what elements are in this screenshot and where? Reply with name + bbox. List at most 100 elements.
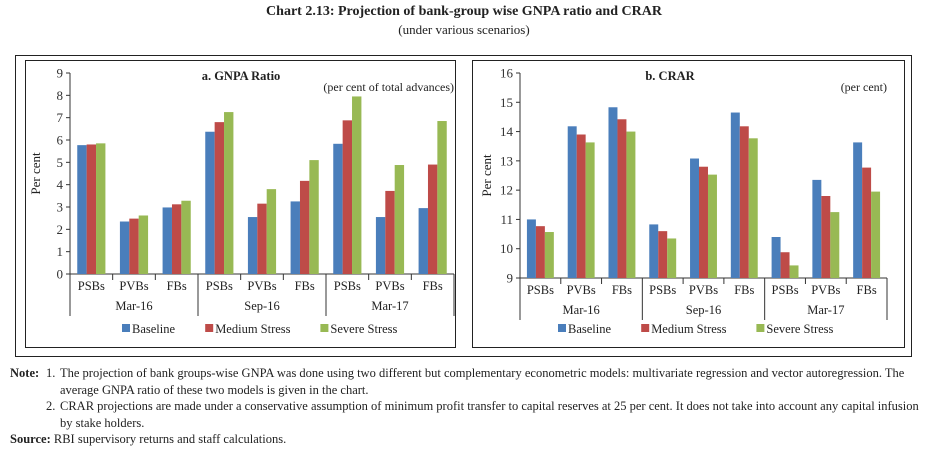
bar-baseline xyxy=(375,217,386,274)
x-tick-label: PVBs xyxy=(567,283,596,297)
note-text: CRAR projections are made under a conser… xyxy=(60,399,919,430)
bar-severe-stress xyxy=(266,189,277,274)
source-text: RBI supervisory returns and staff calcul… xyxy=(53,432,287,446)
bar-baseline xyxy=(567,126,577,278)
bar-severe-stress xyxy=(789,265,799,278)
x-tick-label: FBs xyxy=(857,283,877,297)
bar-baseline xyxy=(853,142,863,278)
bar-medium-stress xyxy=(658,231,668,278)
note-text: The projection of bank groups-wise GNPA … xyxy=(60,366,905,397)
y-tick-label: 8 xyxy=(57,88,64,103)
bar-baseline xyxy=(77,145,87,274)
bar-medium-stress xyxy=(385,190,395,274)
bar-severe-stress xyxy=(352,96,362,274)
bar-severe-stress xyxy=(585,142,595,278)
y-tick-label: 6 xyxy=(57,133,64,148)
note-label: Note: xyxy=(10,366,40,380)
bar-medium-stress xyxy=(699,166,708,278)
bar-severe-stress xyxy=(138,215,149,274)
y-tick-label: 10 xyxy=(500,241,513,256)
gnpa-chart-panel: a. GNPA Ratio (per cent of total advances… xyxy=(25,60,456,348)
y-tick-label: 3 xyxy=(57,200,64,215)
y-tick-label: 1 xyxy=(57,244,64,259)
bar-medium-stress xyxy=(129,218,139,274)
bar-severe-stress xyxy=(224,112,234,274)
y-tick-label: 9 xyxy=(507,271,514,286)
bar-baseline xyxy=(812,179,822,278)
legend-swatch-severe-stress xyxy=(320,324,329,332)
crar-chart-panel: b. CRAR (per cent) Per cent 9 10 11 12 13 14 15 16… xyxy=(472,60,905,348)
source-line: Source: RBI supervisory returns and staf… xyxy=(10,431,920,448)
bar-baseline xyxy=(526,219,536,278)
panel-title: a. GNPA Ratio xyxy=(202,69,281,83)
y-tick-label: 15 xyxy=(500,95,513,110)
y-tick-label: 11 xyxy=(500,212,513,227)
bar-severe-stress xyxy=(394,165,405,274)
x-tick-label: FBs xyxy=(167,279,187,293)
x-tick-label: PVBs xyxy=(375,279,404,293)
legend-swatch-baseline xyxy=(558,324,566,332)
note-item: 2. CRAR projections are made under a con… xyxy=(46,398,920,431)
y-tick-label: 5 xyxy=(57,155,64,170)
bar-baseline xyxy=(247,217,258,274)
bar-baseline xyxy=(608,107,618,278)
unit-note: (per cent) xyxy=(841,80,887,94)
bar-medium-stress xyxy=(535,226,545,278)
bar-medium-stress xyxy=(342,120,353,274)
notes-section: Note: 1. The projection of bank groups-w… xyxy=(10,365,920,448)
x-tick-label: PVBs xyxy=(119,279,148,293)
bar-severe-stress xyxy=(667,238,677,278)
x-tick-label: PSBs xyxy=(772,283,799,297)
legend-swatch-medium-stress xyxy=(641,324,650,332)
x-tick-label: PVBs xyxy=(811,283,840,297)
x-tick-label: PSBs xyxy=(78,279,105,293)
note-number: 1. xyxy=(46,366,56,380)
bar-severe-stress xyxy=(830,212,840,278)
bar-medium-stress xyxy=(427,164,438,274)
x-tick-label: PSBs xyxy=(206,279,233,293)
group-label: Mar-16 xyxy=(563,303,600,317)
bar-baseline xyxy=(771,237,781,278)
gnpa-chart: a. GNPA Ratio (per cent of total advances… xyxy=(28,66,455,336)
bar-baseline xyxy=(730,112,740,279)
x-tick-label: FBs xyxy=(423,279,443,293)
bar-medium-stress xyxy=(214,122,225,274)
legend-label: Baseline xyxy=(568,322,611,336)
bar-baseline xyxy=(162,207,172,274)
y-tick-label: 16 xyxy=(500,66,514,81)
chart-title: Chart 2.13: Projection of bank-group wis… xyxy=(266,4,662,19)
bar-medium-stress xyxy=(862,167,872,278)
x-tick-label: FBs xyxy=(612,283,632,297)
legend-swatch-baseline xyxy=(122,324,130,332)
bar-severe-stress xyxy=(748,138,758,278)
bar-severe-stress xyxy=(871,191,881,278)
bar-baseline xyxy=(418,208,428,274)
group-label: Sep-16 xyxy=(686,303,721,317)
note-item: 1. The projection of bank groups-wise GN… xyxy=(46,365,920,398)
bar-medium-stress xyxy=(821,196,831,278)
group-label: Mar-16 xyxy=(115,299,152,313)
x-tick-label: PSBs xyxy=(334,279,361,293)
legend-label: Baseline xyxy=(132,322,175,336)
legend-label: Medium Stress xyxy=(215,322,290,336)
x-tick-label: FBs xyxy=(734,283,754,297)
source-label: Source: xyxy=(10,432,51,446)
y-tick-label: 2 xyxy=(57,222,64,237)
x-tick-label: PSBs xyxy=(527,283,554,297)
bar-medium-stress xyxy=(780,252,790,278)
legend-swatch-medium-stress xyxy=(205,324,214,332)
y-tick-label: 7 xyxy=(57,110,64,125)
chart-frame xyxy=(15,55,912,357)
x-tick-label: FBs xyxy=(295,279,315,293)
x-tick-label: PVBs xyxy=(689,283,718,297)
bar-severe-stress xyxy=(707,174,717,278)
unit-note: (per cent of total advances) xyxy=(323,80,454,94)
y-tick-label: 12 xyxy=(500,183,513,198)
note-number: 2. xyxy=(46,399,56,413)
bar-medium-stress xyxy=(257,203,267,274)
bar-medium-stress xyxy=(617,119,627,278)
bar-baseline xyxy=(119,221,130,274)
panel-title: b. CRAR xyxy=(645,69,695,83)
notes-block: Note: 1. The projection of bank groups-w… xyxy=(10,365,920,431)
bar-medium-stress xyxy=(576,134,586,278)
